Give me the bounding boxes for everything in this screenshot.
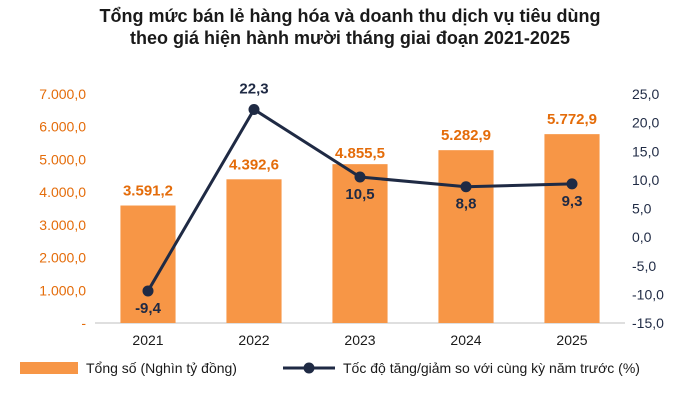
- line-value-label: 9,3: [562, 193, 583, 210]
- y-right-tick-label: 20,0: [632, 115, 659, 131]
- bar-value-label: 3.591,2: [123, 183, 173, 200]
- line-point: [142, 285, 154, 297]
- chart-title-line-2: theo giá hiện hành mười tháng giai đoạn …: [130, 28, 570, 48]
- y-left-tick-label: 3.000,0: [39, 217, 86, 233]
- line-value-label: -9,4: [135, 300, 162, 317]
- bar: [120, 205, 176, 323]
- legend-label-bar: Tổng số (Nghìn tỷ đồng): [86, 360, 237, 376]
- line-point: [460, 181, 472, 193]
- y-right-tick-label: 0,0: [632, 229, 652, 245]
- legend-swatch-marker: [303, 362, 315, 374]
- bar-value-label: 5.282,9: [441, 127, 491, 144]
- y-left-tick-label: 4.000,0: [39, 184, 86, 200]
- x-tick-label: 2024: [450, 332, 481, 348]
- bar: [226, 179, 282, 323]
- line-value-label: 10,5: [345, 186, 374, 203]
- x-tick-label: 2022: [238, 332, 269, 348]
- chart-title-line-1: Tổng mức bán lẻ hàng hóa và doanh thu dị…: [99, 6, 601, 26]
- bar-value-label: 5.772,9: [547, 111, 597, 128]
- x-tick-label: 2023: [344, 332, 375, 348]
- bar-value-label: 4.392,6: [229, 156, 279, 173]
- y-right-tick-label: -15,0: [632, 315, 664, 331]
- bar: [438, 150, 494, 323]
- line-point: [566, 178, 578, 190]
- x-tick-label: 2021: [132, 332, 163, 348]
- legend-label-line: Tốc độ tăng/giảm so với cùng kỳ năm trướ…: [343, 360, 640, 376]
- bar: [544, 134, 600, 323]
- line-point: [248, 103, 260, 115]
- bar-value-label: 4.855,5: [335, 145, 385, 162]
- line-value-label: 8,8: [456, 196, 477, 213]
- y-left-tick-label: 5.000,0: [39, 151, 86, 167]
- y-right-tick-label: -10,0: [632, 286, 664, 302]
- y-left-tick-label: 6.000,0: [39, 119, 86, 135]
- y-left-tick-label: 1.000,0: [39, 282, 86, 298]
- line-value-label: 22,3: [239, 80, 268, 97]
- x-tick-label: 2025: [556, 332, 587, 348]
- y-right-tick-label: 25,0: [632, 86, 659, 102]
- y-left-tick-label: 2.000,0: [39, 250, 86, 266]
- y-left-tick-label: 7.000,0: [39, 86, 86, 102]
- bar: [332, 164, 388, 323]
- y-left-tick-label: -: [81, 315, 86, 331]
- y-right-tick-label: 15,0: [632, 143, 659, 159]
- legend-swatch-bar: [20, 362, 78, 374]
- y-right-tick-label: 5,0: [632, 201, 652, 217]
- y-right-tick-label: 10,0: [632, 172, 659, 188]
- line-point: [354, 171, 366, 183]
- y-right-tick-label: -5,0: [632, 258, 656, 274]
